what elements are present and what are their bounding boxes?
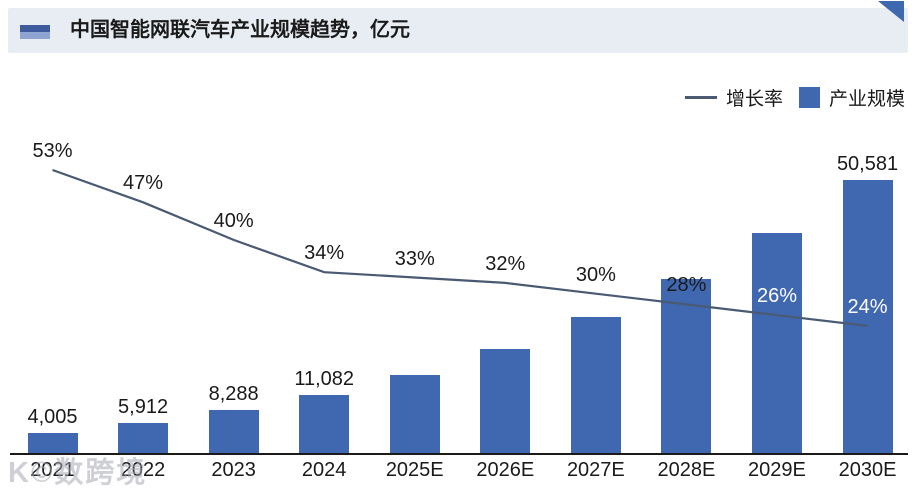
legend-item-growth-rate: 增长率 xyxy=(684,84,783,111)
bar-2022 xyxy=(118,422,169,455)
bar-swatch-icon xyxy=(798,87,820,108)
bar-value-label-2030E: 50,581 xyxy=(836,152,899,175)
growth-rate-label-2021: 53% xyxy=(32,140,73,162)
chart-title-bar: 中国智能网联汽车产业规模趋势，亿元 xyxy=(8,8,908,53)
x-axis-label-2028E: 2028E xyxy=(657,459,716,481)
corner-triangle-icon xyxy=(878,1,904,22)
bar-2024 xyxy=(299,394,350,455)
bar-2025E xyxy=(389,374,440,455)
growth-rate-label-2030E: 24% xyxy=(847,295,888,318)
x-axis-label-2023: 2023 xyxy=(211,459,256,481)
x-axis-label-2021: 2021 xyxy=(30,459,75,481)
x-axis-label-2024: 2024 xyxy=(301,459,347,481)
chart-legend: 增长率 产业规模 xyxy=(684,84,905,111)
x-axis-label-2030E: 2030E xyxy=(838,459,897,481)
x-axis-line xyxy=(10,453,908,455)
bar-2027E xyxy=(570,317,621,455)
legend-scale-label: 产业规模 xyxy=(828,89,905,110)
bar-2021 xyxy=(27,433,78,455)
bar-2023 xyxy=(208,409,259,455)
bar-value-label-2023: 8,288 xyxy=(208,382,259,405)
title-bars-icon xyxy=(20,25,50,39)
bar-value-label-2021: 4,005 xyxy=(27,406,78,429)
x-axis-label-2029E: 2029E xyxy=(748,459,806,481)
title-bars-icon-dark xyxy=(20,25,50,32)
legend-item-industry-scale: 产业规模 xyxy=(798,84,905,111)
bar-2028E xyxy=(661,278,712,455)
legend-growth-label: 增长率 xyxy=(725,89,783,110)
title-bars-icon-light xyxy=(20,32,50,39)
x-axis-label-2026E: 2026E xyxy=(476,459,535,481)
bar-value-label-2024: 11,082 xyxy=(294,367,355,390)
bar-value-label-2022: 5,912 xyxy=(118,395,169,418)
x-axis-label-2022: 2022 xyxy=(120,459,166,481)
watermark: K©数跨境 xyxy=(8,457,148,489)
growth-rate-label-2022: 47% xyxy=(123,172,164,195)
x-axis-label-2027E: 2027E xyxy=(566,459,625,481)
x-axis-label-2025E: 2025E xyxy=(385,459,444,481)
page-title: 中国智能网联汽车产业规模趋势，亿元 xyxy=(70,19,410,41)
growth-rate-label-2023: 40% xyxy=(213,209,254,232)
line-swatch-icon xyxy=(684,96,717,99)
bar-2026E xyxy=(480,349,531,455)
bar-2029E xyxy=(751,232,802,455)
